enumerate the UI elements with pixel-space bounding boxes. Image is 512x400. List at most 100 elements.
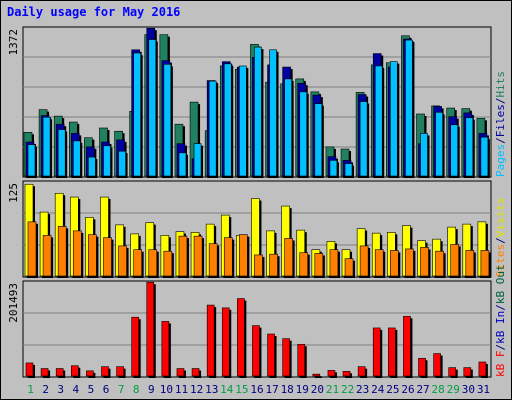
bar-sites-11 (178, 235, 188, 277)
bar-pages-14 (223, 63, 232, 177)
bar-sites-6 (103, 237, 112, 277)
bar-kb-24 (372, 327, 381, 377)
bar-pages-19 (299, 91, 308, 177)
bar-pages-4 (72, 140, 81, 177)
bar-kb-29 (448, 367, 457, 377)
x-tick-label-28: 28 (432, 383, 445, 396)
bar-kb-21 (327, 370, 336, 377)
legend-middle: Sites/Visits (494, 198, 507, 278)
bar-kb-6 (101, 366, 109, 377)
bar-kb-3 (55, 368, 64, 377)
bar-kb-26 (403, 315, 411, 377)
bar-pages-3 (57, 129, 66, 177)
x-tick-label-22: 22 (341, 383, 354, 396)
bar-kb-2 (40, 368, 49, 377)
bar-pages-23 (359, 101, 368, 177)
bar-kb-30 (463, 367, 472, 377)
y-max-label-top: 1372 (7, 29, 20, 56)
bar-kb-7 (116, 366, 124, 377)
bar-kb-1 (25, 362, 34, 377)
bar-sites-12 (193, 235, 203, 277)
bar-sites-13 (208, 243, 218, 277)
y-max-label-bottom: 201493 (7, 283, 20, 323)
bar-pages-25 (390, 61, 398, 177)
bar-sites-15 (239, 234, 248, 277)
x-tick-label-14: 14 (220, 383, 234, 396)
x-tick-label-21: 21 (326, 383, 339, 396)
chart-title: Daily usage for May 2016 (7, 5, 181, 19)
x-tick-label-10: 10 (160, 383, 173, 396)
bar-sites-17 (269, 253, 278, 277)
bar-pages-10 (163, 64, 172, 177)
x-tick-label-30: 30 (462, 383, 475, 396)
bar-pages-18 (284, 78, 292, 177)
bar-kb-25 (388, 327, 396, 377)
bar-sites-19 (299, 252, 309, 277)
bar-sites-4 (72, 230, 82, 277)
bar-sites-5 (88, 234, 97, 277)
bar-sites-1 (27, 221, 37, 277)
bar-kb-27 (418, 357, 426, 377)
bar-pages-5 (88, 156, 96, 177)
bar-sites-31 (480, 250, 490, 277)
x-tick-label-9: 9 (148, 383, 155, 396)
bar-pages-27 (420, 133, 428, 177)
bar-kb-20 (312, 373, 321, 377)
bar-kb-9 (146, 281, 155, 377)
bar-kb-17 (267, 333, 275, 377)
x-tick-label-26: 26 (401, 383, 414, 396)
bar-pages-20 (314, 103, 323, 177)
x-tick-label-27: 27 (416, 383, 429, 396)
bar-kb-23 (357, 366, 366, 377)
bar-sites-10 (163, 250, 173, 277)
bar-kb-18 (282, 338, 290, 377)
x-tick-label-5: 5 (88, 383, 95, 396)
bar-pages-11 (178, 152, 187, 177)
bar-pages-22 (344, 163, 353, 177)
x-tick-label-24: 24 (371, 383, 385, 396)
bar-pages-1 (27, 144, 36, 177)
x-tick-label-25: 25 (386, 383, 399, 396)
x-tick-label-19: 19 (296, 383, 309, 396)
x-tick-label-16: 16 (250, 383, 263, 396)
x-tick-label-12: 12 (190, 383, 203, 396)
x-tick-label-17: 17 (265, 383, 278, 396)
bar-pages-24 (374, 65, 383, 177)
bar-sites-29 (450, 244, 460, 277)
bar-sites-14 (223, 237, 233, 277)
bar-pages-28 (435, 112, 443, 177)
bar-sites-20 (314, 253, 324, 277)
bar-pages-29 (450, 124, 459, 177)
bar-kb-4 (70, 365, 79, 377)
legend-bottom: kB F/kB In/kB Out (494, 264, 507, 377)
bar-kb-14 (221, 307, 230, 377)
x-tick-label-4: 4 (73, 383, 80, 396)
bar-sites-27 (420, 247, 429, 277)
x-tick-label-3: 3 (57, 383, 64, 396)
bar-sites-9 (148, 249, 158, 277)
bar-sites-28 (435, 250, 444, 277)
bar-pages-8 (133, 52, 141, 177)
x-tick-label-8: 8 (133, 383, 140, 396)
x-tick-label-6: 6 (103, 383, 110, 396)
y-max-label-middle: 125 (7, 183, 20, 203)
bar-kb-11 (176, 368, 185, 377)
x-tick-label-13: 13 (205, 383, 218, 396)
legend-top: Pages/Files/Hits (494, 71, 507, 177)
bar-pages-31 (480, 136, 489, 177)
bar-sites-22 (344, 258, 354, 277)
x-tick-label-2: 2 (42, 383, 49, 396)
bar-kb-22 (342, 371, 351, 377)
x-tick-label-7: 7 (118, 383, 125, 396)
bar-sites-3 (57, 226, 67, 277)
bar-kb-16 (252, 325, 260, 377)
bar-pages-16 (254, 46, 262, 177)
bar-kb-5 (86, 370, 94, 377)
bar-sites-18 (284, 238, 293, 277)
bar-kb-8 (131, 316, 139, 377)
bar-pages-2 (42, 116, 51, 177)
x-tick-label-20: 20 (311, 383, 324, 396)
bar-kb-28 (433, 353, 441, 377)
bar-pages-12 (193, 143, 202, 177)
